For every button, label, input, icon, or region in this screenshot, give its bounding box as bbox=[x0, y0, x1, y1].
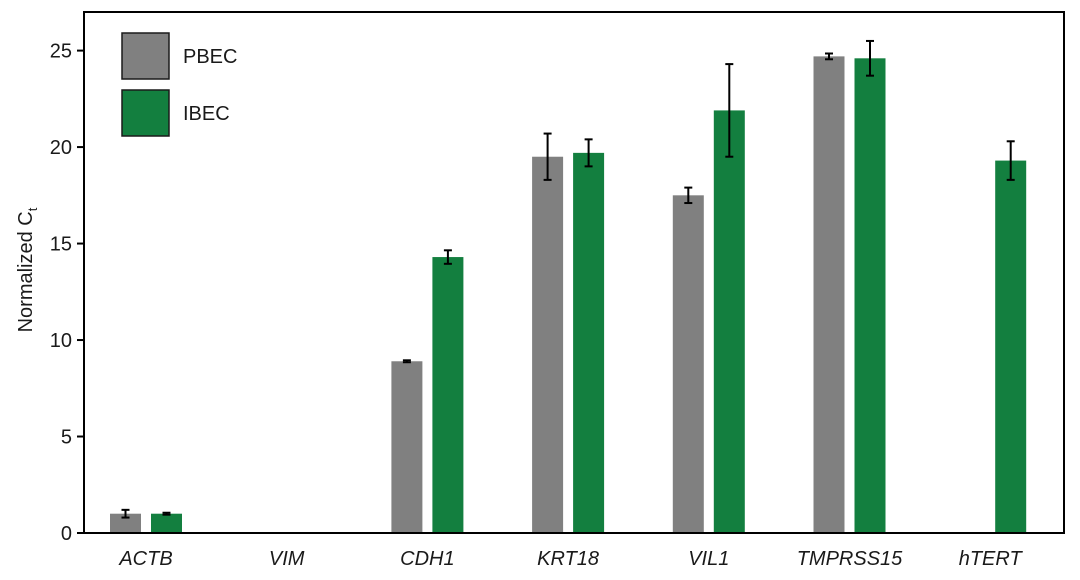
bar-pbec-cdh1 bbox=[391, 361, 423, 533]
legend-label-pbec: PBEC bbox=[183, 46, 237, 68]
bar-ibec-cdh1 bbox=[432, 257, 464, 533]
legend: PBEC IBEC bbox=[121, 32, 237, 137]
x-tick-label-vim: VIM bbox=[269, 548, 305, 570]
y-axis-label: Normalized Ct bbox=[15, 207, 40, 332]
y-tick-label-2: 10 bbox=[50, 330, 72, 352]
bars-group bbox=[110, 56, 1027, 534]
bar-pbec-krt18 bbox=[532, 156, 564, 533]
bar-ibec-actb bbox=[151, 513, 182, 533]
y-axis-label-main: Normalized C bbox=[15, 211, 37, 332]
y-tick-label-0: 0 bbox=[61, 523, 72, 545]
bar-ibec-krt18 bbox=[573, 152, 605, 533]
bar-pbec-tmprss15 bbox=[813, 56, 845, 534]
x-axis-tick-labels: ACTB VIM CDH1 KRT18 VIL1 TMPRSS15 hTERT bbox=[118, 548, 1023, 570]
legend-label-ibec: IBEC bbox=[183, 103, 230, 125]
x-tick-label-cdh1: CDH1 bbox=[400, 548, 454, 570]
bar-pbec-actb bbox=[110, 513, 141, 533]
x-tick-label-krt18: KRT18 bbox=[537, 548, 599, 570]
error-bars-group bbox=[121, 39, 1015, 519]
y-tick-label-1: 5 bbox=[61, 427, 72, 449]
x-tick-label-vil1: VIL1 bbox=[688, 548, 729, 570]
y-axis-title: Normalized Ct bbox=[15, 207, 40, 332]
y-tick-label-4: 20 bbox=[50, 137, 72, 159]
x-tick-label-tmprss15: TMPRSS15 bbox=[797, 548, 903, 570]
y-tick-label-5: 25 bbox=[50, 41, 72, 63]
x-tick-label-htert: hTERT bbox=[959, 548, 1024, 570]
legend-swatch-pbec bbox=[121, 32, 170, 80]
bar-pbec-vil1 bbox=[672, 195, 704, 533]
y-tick-label-3: 15 bbox=[50, 234, 72, 256]
y-axis-ticks: 0 5 10 15 20 25 bbox=[50, 41, 84, 545]
bar-ibec-htert bbox=[995, 160, 1027, 533]
plot-frame bbox=[83, 11, 1065, 534]
x-tick-label-actb: ACTB bbox=[118, 548, 172, 570]
y-axis-label-subscript: t bbox=[25, 207, 40, 211]
legend-swatch-ibec bbox=[121, 89, 170, 137]
bar-ibec-tmprss15 bbox=[854, 58, 886, 534]
bar-ibec-vil1 bbox=[713, 110, 745, 534]
